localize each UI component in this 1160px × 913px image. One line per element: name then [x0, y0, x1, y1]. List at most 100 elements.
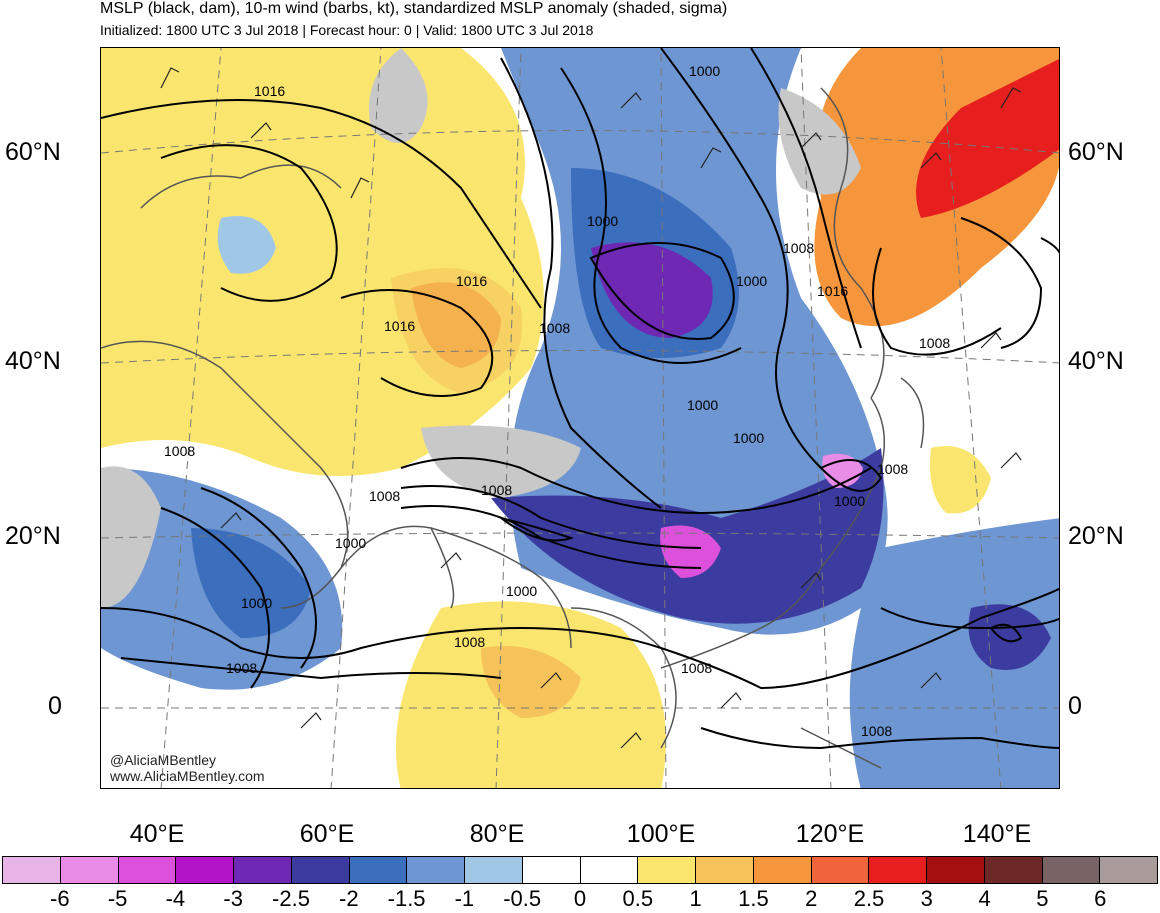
- positive-anomaly-nw-pacific: [930, 446, 991, 514]
- colorbar-swatch: [696, 857, 754, 883]
- isobar-label: 1008: [861, 723, 892, 739]
- isobar-label: 1000: [506, 583, 537, 599]
- isobar-label: 1000: [736, 273, 767, 289]
- isobar-label: 1016: [817, 283, 848, 299]
- colorbar-swatch: [984, 857, 1043, 883]
- lat-label-60n-left: 60°N: [5, 138, 61, 166]
- isobar-label: 1008: [164, 443, 195, 459]
- colorbar-label: 4: [978, 886, 991, 911]
- map-subtitle: Initialized: 1800 UTC 3 Jul 2018 | Forec…: [100, 22, 594, 38]
- colorbar-label: 0: [573, 886, 587, 911]
- colorbar-label: 5: [1036, 886, 1049, 911]
- isobar-label: 1000: [834, 493, 865, 509]
- colorbar-swatch: [869, 857, 927, 883]
- lon-label-100e: 100°E: [626, 820, 696, 848]
- negative-anomaly-lake: [217, 216, 276, 274]
- isobars: [101, 48, 1059, 750]
- colorbar-swatch: [176, 857, 234, 883]
- coastlines: [101, 87, 925, 769]
- positive-anomaly-east-core: [916, 59, 1059, 218]
- lat-label-20n-right: 20°N: [1068, 522, 1124, 550]
- isobar-label: 1008: [226, 660, 257, 676]
- isobar-label: 1008: [454, 634, 485, 650]
- missing-data-siberia: [778, 88, 861, 195]
- isobar-label: 1000: [733, 430, 764, 446]
- colorbar-label: -0.5: [503, 886, 542, 911]
- isobar-label: 1008: [369, 488, 400, 504]
- negative-anomaly-se: [849, 518, 1059, 788]
- colorbar-label: -5: [107, 886, 128, 911]
- colorbar-swatch: [60, 857, 119, 883]
- colorbar-swatch: [1042, 857, 1101, 883]
- isobar-label: 1016: [384, 318, 415, 334]
- colorbar-swatch: [234, 857, 292, 883]
- lon-label-80e: 80°E: [469, 820, 525, 848]
- colorbar-label: -2.5: [272, 886, 310, 911]
- colorbar-swatch: [465, 857, 523, 883]
- negative-anomaly-band-core: [660, 525, 721, 578]
- isobar-label: 1000: [689, 63, 720, 79]
- colorbar-swatch: [3, 857, 61, 883]
- colorbar-swatch: [349, 857, 408, 883]
- colorbar-label: 3: [920, 886, 933, 911]
- wind-barbs: [160, 67, 1022, 749]
- missing-data-north: [369, 48, 428, 143]
- graticule: [101, 48, 1059, 788]
- negative-anomaly-se-core: [968, 604, 1051, 670]
- lon-label-60e: 60°E: [299, 820, 355, 848]
- positive-anomaly-south-core: [481, 646, 581, 718]
- lat-label-40n-right: 40°N: [1068, 347, 1124, 375]
- lat-label-20n-left: 20°N: [5, 522, 61, 550]
- isobar-label: 1008: [539, 320, 570, 336]
- isobar-labels: 1016 1016 1016 1016 1000 1000 1008 1000 …: [164, 63, 950, 739]
- colorbar-label: -1.5: [387, 886, 426, 911]
- positive-anomaly-west: [101, 48, 544, 476]
- isobar-label: 1008: [783, 240, 814, 256]
- isobar-label: 1008: [877, 461, 908, 477]
- colorbar-swatch: [522, 857, 581, 883]
- map-title: MSLP (black, dam), 10-m wind (barbs, kt)…: [100, 0, 728, 17]
- colorbar-label: -3: [223, 886, 243, 911]
- colorbar: [2, 856, 1158, 884]
- colorbar-label: 6: [1094, 886, 1107, 911]
- colorbar-label: -4: [165, 886, 186, 911]
- colorbar-swatch: [118, 857, 177, 883]
- isobar-label: 1008: [681, 660, 712, 676]
- map-panel[interactable]: 1016 1016 1016 1016 1000 1000 1008 1000 …: [100, 47, 1060, 789]
- isobar-label: 1016: [254, 83, 285, 99]
- colorbar-swatch: [580, 857, 639, 883]
- lon-label-140e: 140°E: [962, 820, 1032, 848]
- colorbar-swatch: [291, 857, 350, 883]
- colorbar-label: -1: [454, 886, 475, 911]
- map-canvas: 1016 1016 1016 1016 1000 1000 1008 1000 …: [101, 48, 1059, 788]
- isobar-label: 1000: [335, 535, 366, 551]
- lon-label-40e: 40°E: [129, 820, 185, 848]
- colorbar-swatch: [927, 857, 985, 883]
- isobar-label: 1000: [587, 213, 618, 229]
- colorbar-label: 1.5: [738, 886, 769, 911]
- negative-anomaly-sw-inner: [191, 528, 311, 638]
- colorbar-swatch: [407, 857, 465, 883]
- colorbar-label: 1: [689, 886, 702, 911]
- colorbar-label: -2: [339, 886, 359, 911]
- colorbar-swatch: [1100, 857, 1157, 883]
- colorbar-swatch: [638, 857, 696, 883]
- lat-label-40n-left: 40°N: [5, 347, 61, 375]
- colorbar-label: 2.5: [853, 886, 885, 911]
- isobar-label: 1000: [241, 595, 272, 611]
- lat-label-60n-right: 60°N: [1068, 138, 1124, 166]
- lat-label-0-right: 0: [1068, 692, 1082, 720]
- isobar-label: 1000: [687, 397, 718, 413]
- colorbar-swatch: [753, 857, 812, 883]
- isobar-label: 1008: [481, 482, 512, 498]
- colorbar-swatch: [811, 857, 870, 883]
- colorbar-label: -6: [50, 886, 70, 911]
- lat-label-0-left: 0: [48, 692, 62, 720]
- credit-website[interactable]: www.AliciaMBentley.com: [110, 768, 265, 784]
- isobar-label: 1008: [919, 335, 950, 351]
- isobar-label: 1016: [456, 273, 487, 289]
- lon-label-120e: 120°E: [795, 820, 865, 848]
- anomaly-shading: [101, 48, 1059, 788]
- negative-anomaly-central-core: [591, 242, 713, 338]
- colorbar-label: 0.5: [622, 886, 654, 911]
